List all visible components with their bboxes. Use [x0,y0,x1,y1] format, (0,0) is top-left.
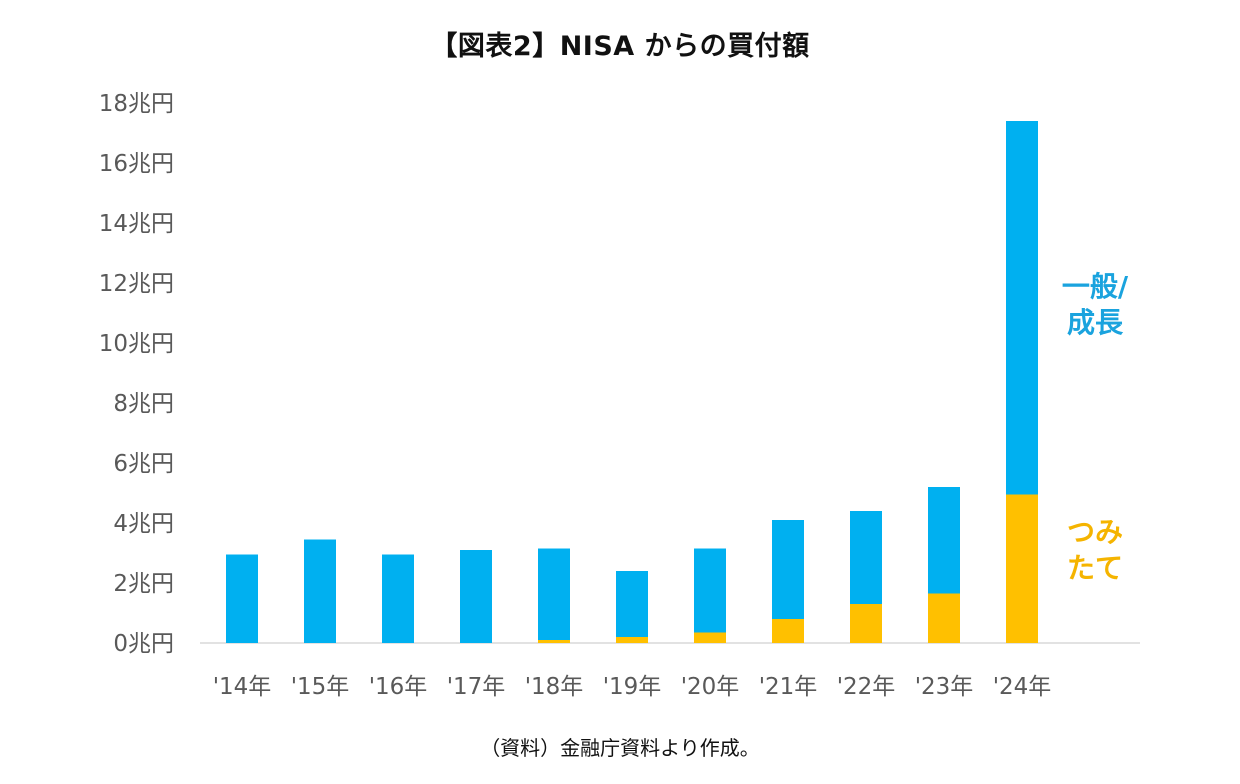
series-label-ippan-seicho: 成長 [1067,306,1124,339]
bar-segment-ippan-seicho [772,520,804,619]
y-tick-label: 18兆円 [99,91,174,117]
y-tick-label: 6兆円 [113,451,174,477]
bar-segment-tsumitate [694,632,726,643]
bar-segment-tsumitate [850,604,882,643]
bar-segment-ippan-seicho [460,550,492,643]
y-tick-label: 8兆円 [113,391,174,417]
bar-segment-ippan-seicho [850,511,882,604]
y-tick-label: 10兆円 [99,331,174,357]
y-tick-label: 2兆円 [113,571,174,597]
y-tick-label: 0兆円 [113,631,174,657]
series-label-ippan-seicho: 一般/ [1062,270,1129,303]
x-tick-label: '22年 [837,674,896,700]
y-tick-label: 4兆円 [113,511,174,537]
bar-segment-ippan-seicho [616,571,648,637]
x-tick-label: '15年 [291,674,350,700]
x-tick-label: '21年 [759,674,818,700]
bar-segment-ippan-seicho [538,548,570,640]
bar-segment-tsumitate [928,593,960,643]
y-tick-label: 12兆円 [99,271,174,297]
x-tick-label: '14年 [213,674,272,700]
bar-segment-ippan-seicho [694,548,726,633]
x-tick-label: '23年 [915,674,974,700]
bar-segment-ippan-seicho [382,554,414,643]
bar-segment-ippan-seicho [304,539,336,643]
x-tick-label: '24年 [993,674,1052,700]
bar-segment-tsumitate [772,619,804,643]
x-tick-label: '18年 [525,674,584,700]
bar-segment-tsumitate [616,637,648,643]
y-tick-label: 14兆円 [99,211,174,237]
x-tick-label: '20年 [681,674,740,700]
x-tick-label: '19年 [603,674,662,700]
bar-segment-ippan-seicho [928,487,960,594]
y-tick-label: 16兆円 [99,151,174,177]
bar-segment-ippan-seicho [1006,121,1038,495]
series-label-tsumitate: つみ [1067,515,1123,548]
bar-segment-tsumitate [538,640,570,643]
x-tick-label: '16年 [369,674,428,700]
bar-segment-tsumitate [1006,494,1038,643]
source-note: （資料）金融庁資料より作成。 [480,736,760,760]
x-tick-label: '17年 [447,674,506,700]
series-label-tsumitate: たて [1067,551,1123,584]
chart-title: 【図表2】NISA からの買付額 [430,31,810,62]
bar-segment-ippan-seicho [226,554,258,643]
